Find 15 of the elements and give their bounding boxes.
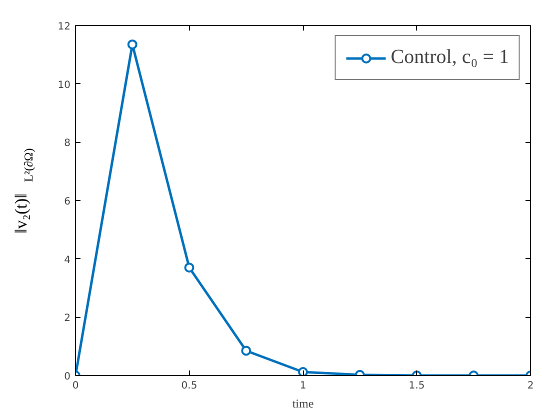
y-tick-label: 12 <box>58 22 71 32</box>
x-tick-label: 1 <box>300 380 306 392</box>
y-tick-label: 0 <box>64 372 71 382</box>
x-tick-label: 1.5 <box>408 380 425 392</box>
x-tick-label: 0.5 <box>181 380 198 392</box>
x-tick-label: 2 <box>527 380 534 392</box>
legend-label: Control, c₀ = 1 <box>390 46 509 69</box>
y-tick-label: 4 <box>64 254 71 266</box>
y-tick-label: 8 <box>64 138 71 150</box>
x-tick-label: 0 <box>72 380 79 392</box>
y-axis-title: ‖v₂(t)‖L²(∂Ω) <box>12 148 36 234</box>
x-axis-title: time <box>292 396 314 410</box>
y-tick-label: 6 <box>64 196 71 208</box>
y-tick-label: 2 <box>64 313 71 324</box>
y-tick-label: 10 <box>58 80 71 91</box>
